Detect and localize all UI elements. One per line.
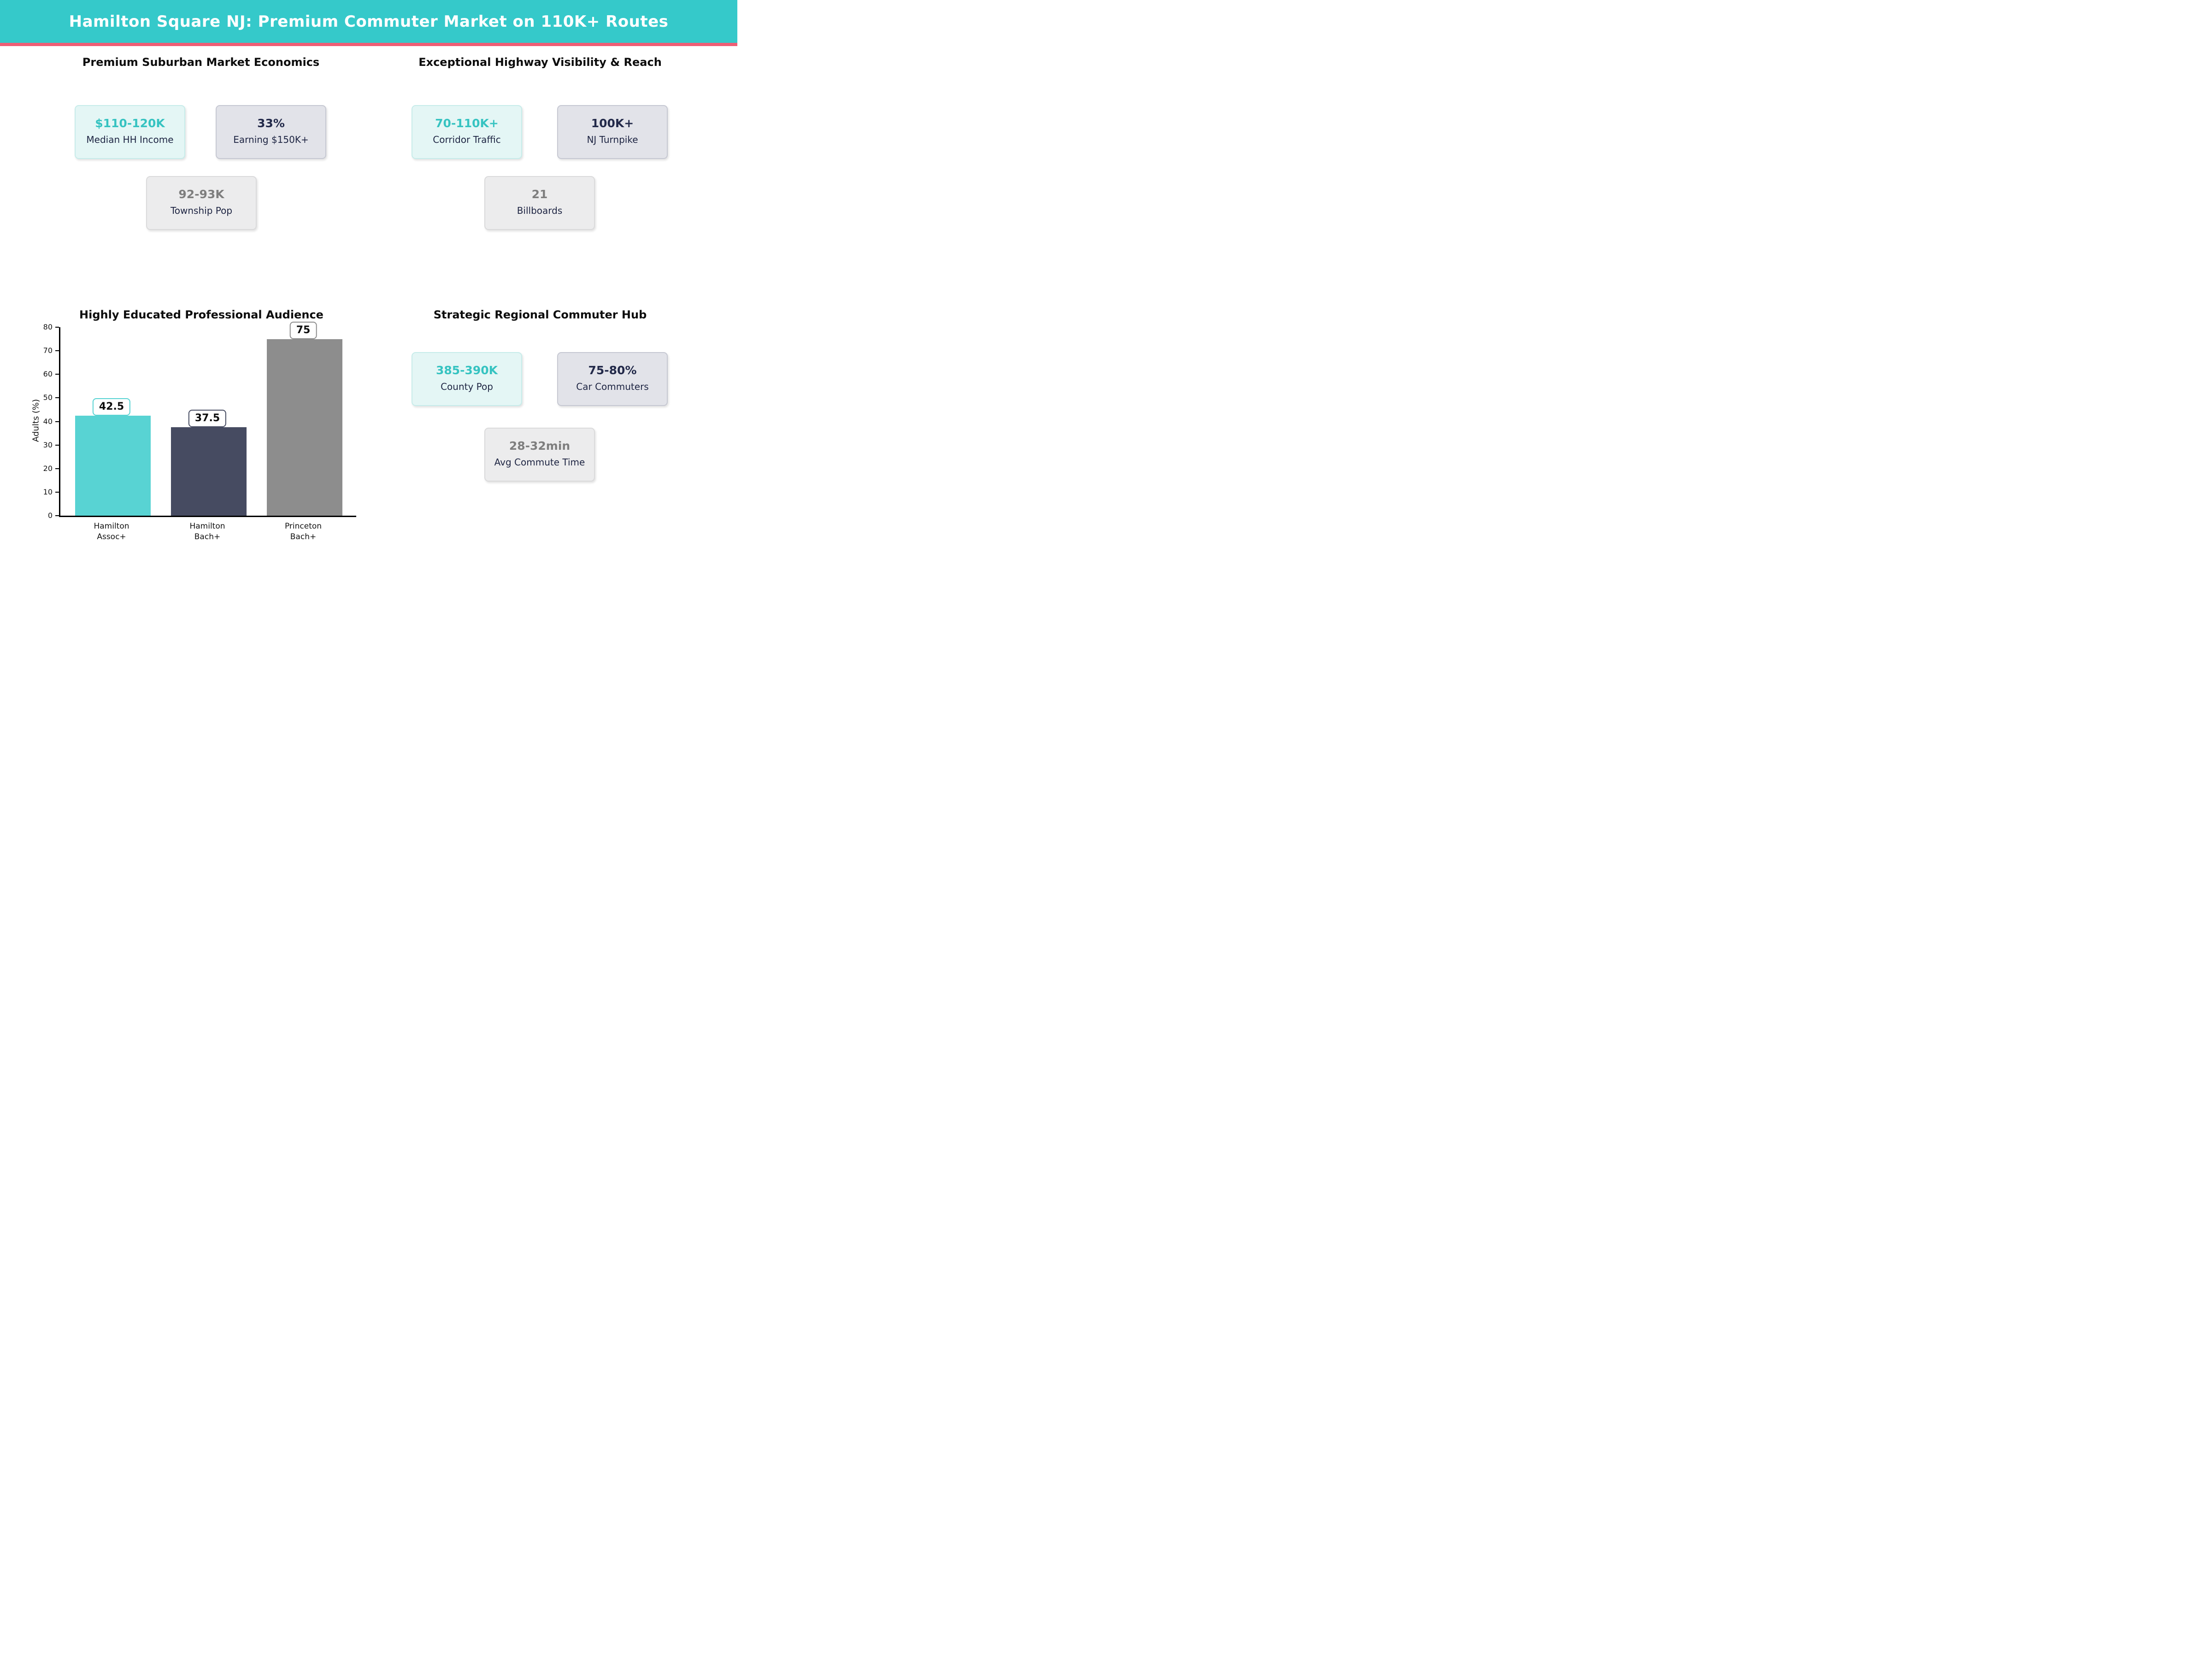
stat-card-corridor-traffic: 70-110K+ Corridor Traffic [412, 105, 522, 159]
stat-value: 70-110K+ [435, 116, 499, 130]
section-title-commuter-hub: Strategic Regional Commuter Hub [433, 308, 647, 321]
stat-label: Corridor Traffic [433, 134, 501, 145]
bar-value-label: 75 [289, 321, 317, 339]
y-tick-label: 70 [43, 346, 53, 355]
y-tick-label: 80 [43, 323, 53, 331]
y-tick-label: 40 [43, 417, 53, 426]
stat-card-earning-150k: 33% Earning $150K+ [216, 105, 326, 159]
section-title-education-chart: Highly Educated Professional Audience [79, 308, 324, 321]
bar-princeton-bachplus [267, 339, 342, 516]
stat-value: 100K+ [591, 116, 634, 130]
stat-label: Township Pop [170, 205, 233, 216]
bar-value-label: 37.5 [188, 410, 227, 428]
y-tick-mark [55, 491, 59, 493]
y-tick-mark [55, 444, 59, 446]
x-tick-label: Hamilton Assoc+ [94, 522, 129, 541]
stat-card-billboards: 21 Billboards [484, 176, 595, 230]
y-tick-label: 10 [43, 487, 53, 496]
education-bar-chart [59, 327, 356, 517]
page-title: Hamilton Square NJ: Premium Commuter Mar… [69, 12, 669, 31]
stat-value: 33% [257, 116, 285, 130]
y-tick-label: 20 [43, 464, 53, 473]
stat-label: Median HH Income [86, 134, 174, 145]
stat-value: 385-390K [435, 363, 498, 377]
stat-card-avg-commute-time: 28-32min Avg Commute Time [484, 428, 595, 482]
stat-card-county-pop: 385-390K County Pop [412, 352, 522, 406]
y-tick-mark [55, 374, 59, 375]
stat-card-township-pop: 92-93K Township Pop [146, 176, 257, 230]
y-tick-mark [55, 327, 59, 328]
stat-card-median-hh-income: $110-120K Median HH Income [75, 105, 185, 159]
y-tick-mark [55, 468, 59, 469]
section-title-market-economics: Premium Suburban Market Economics [82, 56, 320, 69]
stat-card-nj-turnpike: 100K+ NJ Turnpike [557, 105, 668, 159]
x-tick-label: Hamilton Bach+ [189, 522, 225, 541]
stat-value: 28-32min [509, 439, 571, 453]
stat-value: 75-80% [588, 363, 637, 377]
stat-value: 21 [531, 187, 548, 201]
stat-label: Earning $150K+ [233, 134, 309, 145]
bar-hamilton-bachplus [171, 427, 247, 516]
y-tick-mark [55, 421, 59, 422]
header-banner: Hamilton Square NJ: Premium Commuter Mar… [0, 0, 737, 46]
stat-label: Billboards [517, 205, 563, 216]
y-tick-label: 0 [47, 511, 53, 520]
y-tick-label: 50 [43, 393, 53, 402]
y-tick-label: 60 [43, 370, 53, 379]
stat-value: 92-93K [178, 187, 224, 201]
bar-hamilton-assocplus [75, 415, 151, 516]
section-title-highway-visibility: Exceptional Highway Visibility & Reach [418, 56, 662, 69]
y-tick-mark [55, 397, 59, 399]
stat-label: Avg Commute Time [494, 456, 585, 468]
y-tick-mark [55, 515, 59, 516]
y-tick-label: 30 [43, 440, 53, 449]
stat-label: Car Commuters [576, 381, 649, 392]
stat-value: $110-120K [95, 116, 165, 130]
stat-label: County Pop [441, 381, 493, 392]
stat-card-car-commuters: 75-80% Car Commuters [557, 352, 668, 406]
stat-label: NJ Turnpike [587, 134, 638, 145]
y-tick-mark [55, 350, 59, 352]
x-tick-label: Princeton Bach+ [284, 522, 322, 541]
bar-value-label: 42.5 [92, 398, 131, 416]
